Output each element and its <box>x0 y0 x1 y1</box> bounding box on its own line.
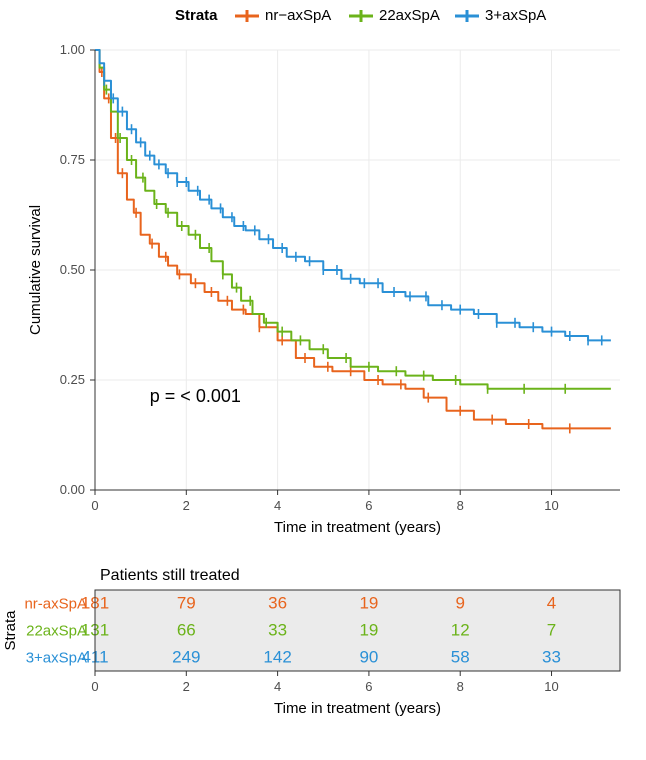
risk-x-tick-label: 6 <box>365 679 372 694</box>
legend-label: 3+axSpA <box>485 7 546 24</box>
risk-value: 33 <box>268 620 287 639</box>
risk-value: 90 <box>359 647 378 666</box>
y-tick-label: 1.00 <box>60 42 85 57</box>
risk-value: 12 <box>451 620 470 639</box>
risk-y-axis-title: Strata <box>2 610 19 651</box>
risk-row-label: 3+axSpA <box>26 649 87 666</box>
risk-value: 79 <box>177 593 196 612</box>
risk-table: Patients still treatednr-axSpA1817936199… <box>2 567 620 717</box>
risk-value: 9 <box>455 593 464 612</box>
figure-svg: Strata nr−axSpA 22axSpA 3+axSpA p = < 0.001 0… <box>0 0 646 760</box>
legend-item: nr−axSpA <box>235 7 331 24</box>
risk-x-axis-title: Time in treatment (years) <box>274 700 441 717</box>
legend-item: 3+axSpA <box>455 7 546 24</box>
x-tick-label: 4 <box>274 498 281 513</box>
risk-row-label: 22axSpA <box>26 622 87 639</box>
legend-label: nr−axSpA <box>265 7 331 24</box>
risk-value: 19 <box>359 593 378 612</box>
risk-value: 7 <box>547 620 556 639</box>
y-axis-title: Cumulative survival <box>27 205 44 335</box>
risk-row-label: nr-axSpA <box>24 595 87 612</box>
x-axis-title: Time in treatment (years) <box>274 519 441 536</box>
legend-label: 22axSpA <box>379 7 440 24</box>
y-tick-label: 0.00 <box>60 482 85 497</box>
survival-plot: p = < 0.001 0 2 4 6 8 10 0.00 0.25 0.50 0.75 1.00 Ti… <box>27 42 620 536</box>
risk-x-tick-label: 2 <box>183 679 190 694</box>
risk-value: 19 <box>359 620 378 639</box>
x-tick-label: 6 <box>365 498 372 513</box>
x-tick-label: 0 <box>91 498 98 513</box>
x-tick-label: 8 <box>457 498 464 513</box>
y-tick-label: 0.50 <box>60 262 85 277</box>
x-tick-label: 2 <box>183 498 190 513</box>
risk-value: 249 <box>172 647 200 666</box>
risk-value: 66 <box>177 620 196 639</box>
risk-x-tick-label: 4 <box>274 679 281 694</box>
risk-table-title: Patients still treated <box>100 567 240 584</box>
legend-title: Strata <box>175 7 218 24</box>
figure-container: Strata nr−axSpA 22axSpA 3+axSpA p = < 0.001 0… <box>0 0 646 760</box>
legend-item: 22axSpA <box>349 7 440 24</box>
survival-curve <box>95 50 611 428</box>
risk-x-tick-label: 10 <box>544 679 558 694</box>
risk-x-tick-label: 8 <box>457 679 464 694</box>
y-tick-label: 0.25 <box>60 372 85 387</box>
risk-value: 36 <box>268 593 287 612</box>
risk-value: 142 <box>263 647 291 666</box>
survival-curve <box>95 50 611 389</box>
legend: Strata nr−axSpA 22axSpA 3+axSpA <box>175 7 546 24</box>
risk-value: 33 <box>542 647 561 666</box>
risk-x-tick-label: 0 <box>91 679 98 694</box>
risk-value: 58 <box>451 647 470 666</box>
risk-value: 4 <box>547 593 556 612</box>
y-tick-label: 0.75 <box>60 152 85 167</box>
x-tick-label: 10 <box>544 498 558 513</box>
p-value-annotation: p = < 0.001 <box>150 386 241 406</box>
survival-curve <box>95 50 611 340</box>
